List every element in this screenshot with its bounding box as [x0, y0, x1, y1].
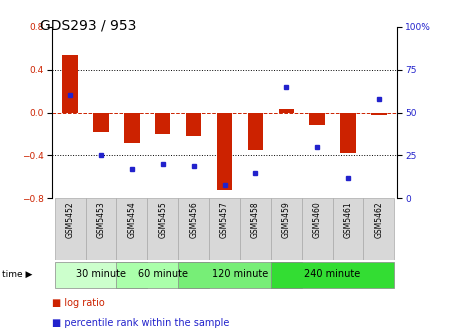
Text: GSM5453: GSM5453 [97, 201, 106, 238]
Bar [333, 198, 363, 260]
Bar [248, 113, 263, 150]
Text: GSM5459: GSM5459 [282, 201, 291, 238]
Text: GSM5454: GSM5454 [128, 201, 136, 238]
Bar [178, 198, 209, 260]
Text: GSM5460: GSM5460 [313, 201, 321, 238]
Bar [93, 113, 109, 132]
Bar [271, 198, 302, 260]
Text: GDS293 / 953: GDS293 / 953 [40, 18, 137, 33]
Bar [209, 198, 240, 260]
Text: ■ log ratio: ■ log ratio [52, 298, 104, 308]
Bar [116, 262, 209, 288]
Bar [86, 198, 116, 260]
Text: GSM5462: GSM5462 [374, 201, 383, 238]
Text: time ▶: time ▶ [2, 270, 33, 279]
Text: 60 minute: 60 minute [138, 269, 188, 279]
Bar [116, 198, 147, 260]
Bar [155, 113, 171, 134]
Text: GSM5452: GSM5452 [66, 201, 75, 238]
Bar [363, 198, 394, 260]
Text: 30 minute: 30 minute [76, 269, 126, 279]
Text: 120 minute: 120 minute [212, 269, 268, 279]
Bar [55, 198, 86, 260]
Text: GSM5457: GSM5457 [220, 201, 229, 238]
Text: 240 minute: 240 minute [304, 269, 361, 279]
Text: GSM5461: GSM5461 [343, 201, 352, 238]
Bar [178, 262, 302, 288]
Bar [147, 198, 178, 260]
Bar [302, 198, 333, 260]
Text: GSM5458: GSM5458 [251, 201, 260, 238]
Bar [186, 113, 201, 136]
Text: GSM5455: GSM5455 [158, 201, 167, 238]
Bar [124, 113, 140, 142]
Text: ■ percentile rank within the sample: ■ percentile rank within the sample [52, 318, 229, 328]
Bar [309, 113, 325, 125]
Bar [340, 113, 356, 153]
Bar [62, 55, 78, 113]
Text: GSM5456: GSM5456 [189, 201, 198, 238]
Bar [278, 109, 294, 113]
Bar [371, 113, 387, 115]
Bar [271, 262, 394, 288]
Bar [55, 262, 147, 288]
Bar [217, 113, 232, 190]
Bar [240, 198, 271, 260]
